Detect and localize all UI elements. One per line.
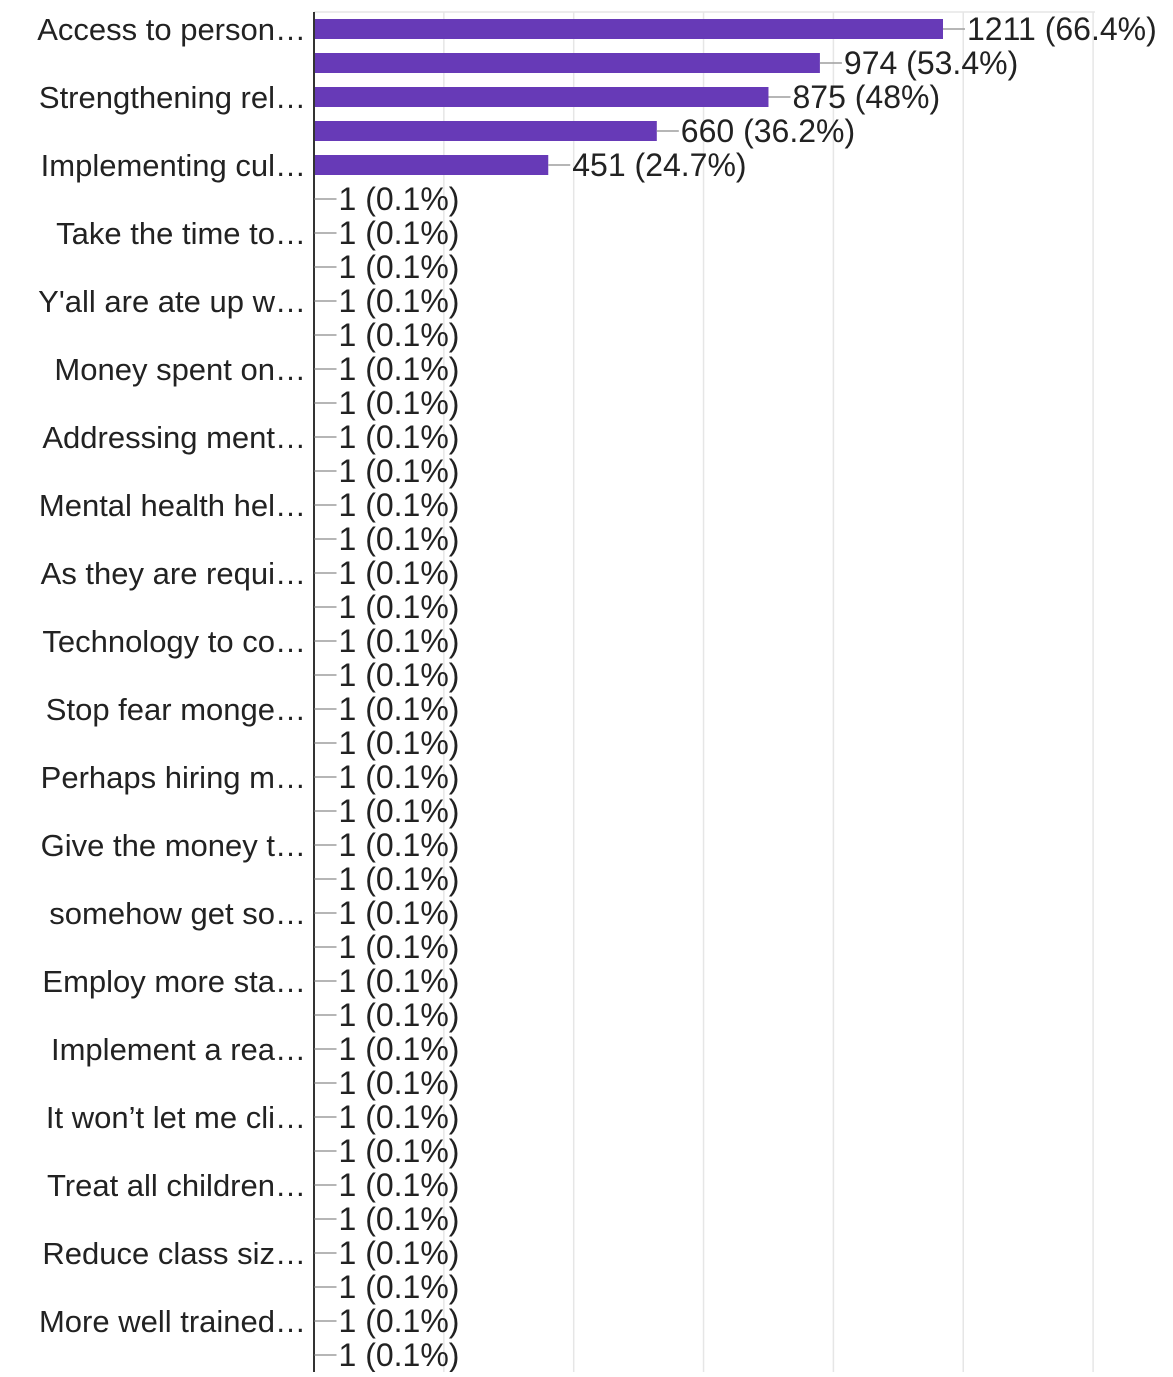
category-label: Technology to co… (42, 624, 306, 659)
data-label: 1 (0.1%) (339, 351, 460, 387)
data-label: 1 (0.1%) (339, 1167, 460, 1203)
data-label: 1211 (66.4%) (967, 11, 1157, 47)
gridlines (313, 11, 1095, 1372)
data-label: 1 (0.1%) (339, 895, 460, 931)
data-label: 1 (0.1%) (339, 1065, 460, 1101)
bar (314, 155, 549, 175)
data-label: 974 (53.4%) (844, 45, 1018, 81)
data-label: 1 (0.1%) (339, 827, 460, 863)
category-label: Y'all are ate up w… (38, 284, 306, 319)
data-label: 1 (0.1%) (339, 725, 460, 761)
data-label: 1 (0.1%) (339, 1133, 460, 1169)
data-label: 1 (0.1%) (339, 1303, 460, 1339)
bar (314, 121, 657, 141)
category-label: Perhaps hiring m… (41, 760, 306, 795)
bar (314, 87, 769, 107)
category-label: Treat all children… (47, 1168, 306, 1203)
data-label: 1 (0.1%) (339, 453, 460, 489)
data-label: 1 (0.1%) (339, 385, 460, 421)
data-label: 1 (0.1%) (339, 657, 460, 693)
data-label: 1 (0.1%) (339, 283, 460, 319)
bar (314, 53, 820, 73)
category-label: Implementing cul… (41, 148, 306, 183)
category-label: Reduce class siz… (42, 1236, 306, 1271)
data-labels: 1211 (66.4%)974 (53.4%)875 (48%)660 (36.… (314, 11, 1157, 1373)
data-label: 1 (0.1%) (339, 1201, 460, 1237)
data-label: 1 (0.1%) (339, 963, 460, 999)
data-label: 1 (0.1%) (339, 793, 460, 829)
data-label: 1 (0.1%) (339, 521, 460, 557)
category-label: somehow get so… (49, 896, 306, 931)
data-label: 1 (0.1%) (339, 317, 460, 353)
data-label: 875 (48%) (792, 79, 940, 115)
category-label: Take the time to… (56, 216, 306, 251)
data-label: 1 (0.1%) (339, 589, 460, 625)
data-label: 1 (0.1%) (339, 929, 460, 965)
data-label: 1 (0.1%) (339, 1031, 460, 1067)
category-label: Money spent on… (54, 352, 306, 387)
category-label: It won’t let me cli… (46, 1100, 306, 1135)
category-label: Mental health hel… (39, 488, 306, 523)
bars (314, 19, 943, 175)
data-label: 1 (0.1%) (339, 487, 460, 523)
data-label: 1 (0.1%) (339, 1099, 460, 1135)
data-label: 1 (0.1%) (339, 623, 460, 659)
data-label: 1 (0.1%) (339, 181, 460, 217)
category-label: Give the money t… (41, 828, 306, 863)
category-label: Access to person… (37, 12, 306, 47)
data-label: 1 (0.1%) (339, 861, 460, 897)
category-label: Addressing ment… (42, 420, 306, 455)
data-label: 1 (0.1%) (339, 419, 460, 455)
data-label: 451 (24.7%) (572, 147, 746, 183)
data-label: 1 (0.1%) (339, 249, 460, 285)
data-label: 1 (0.1%) (339, 555, 460, 591)
data-label: 1 (0.1%) (339, 215, 460, 251)
category-label: Employ more sta… (42, 964, 306, 999)
category-label: Strengthening rel… (39, 80, 306, 115)
category-label: Implement a rea… (51, 1032, 306, 1067)
data-label: 1 (0.1%) (339, 997, 460, 1033)
category-labels: Access to person… Strengthening rel… Imple… (37, 12, 306, 1339)
data-label: 1 (0.1%) (339, 1337, 460, 1372)
data-label: 1 (0.1%) (339, 1235, 460, 1271)
data-label: 1 (0.1%) (339, 1269, 460, 1305)
data-label: 1 (0.1%) (339, 759, 460, 795)
category-label: Stop fear monge… (46, 692, 306, 727)
category-label: More well trained… (39, 1304, 306, 1339)
data-label: 660 (36.2%) (681, 113, 855, 149)
data-label: 1 (0.1%) (339, 691, 460, 727)
bar (314, 19, 943, 39)
category-label: As they are requi… (41, 556, 306, 591)
